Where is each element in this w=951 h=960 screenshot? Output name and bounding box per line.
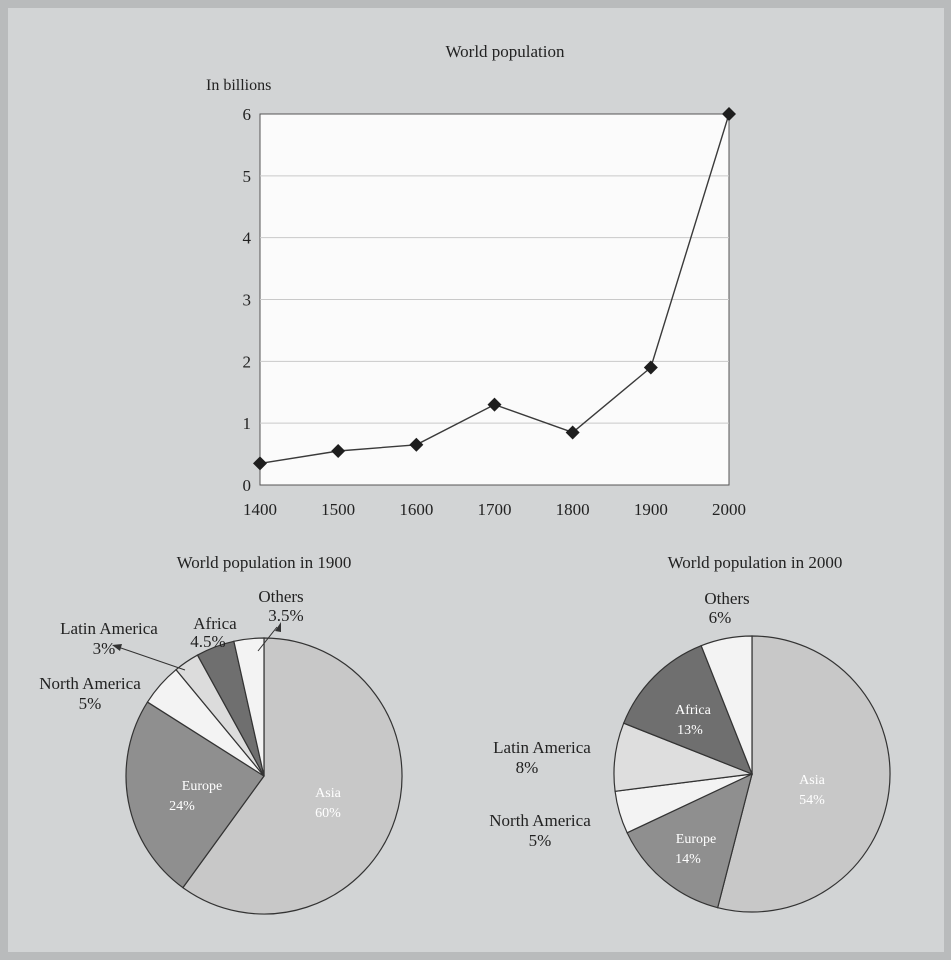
pie-1900-value-others: 3.5% <box>268 606 303 625</box>
pie-1900-leader-others <box>257 626 278 652</box>
pie-1900-slice-asia <box>182 637 403 915</box>
line-chart-title: World population <box>445 42 565 61</box>
pie-1900-value-north-america: 5% <box>79 694 102 713</box>
pie-2000-title: World population in 2000 <box>668 553 843 572</box>
pie-2000-value-others: 6% <box>709 608 732 627</box>
pie-1900-slice-europe <box>125 701 265 889</box>
data-point-1900 <box>643 360 658 375</box>
y-tick-labels: 0 1 2 3 4 5 6 <box>243 105 252 495</box>
pie-1900-value-africa: 4.5% <box>190 632 225 651</box>
pie-1900-leader-latin-america <box>117 646 186 671</box>
y-tick-label: 2 <box>243 352 252 371</box>
data-point-1500 <box>331 443 346 458</box>
pie-1900-slices <box>125 637 403 915</box>
pie-2000-slice-others <box>700 635 753 775</box>
pie-2000-value-asia: 54% <box>799 793 825 808</box>
line-chart: World population In billions 0 1 2 3 4 5 6 140… <box>206 42 746 519</box>
pie-1900-label-africa: Africa <box>193 614 237 633</box>
x-tick-labels: 1400 1500 1600 1700 1800 1900 2000 <box>243 500 746 519</box>
pie-1900-value-latin-america: 3% <box>93 639 116 658</box>
pie-chart-2000: World population in 2000 Asia 54% Africa… <box>489 553 891 913</box>
pie-2000-slices <box>613 635 891 913</box>
data-point-1600 <box>409 437 424 452</box>
pie-1900-arrowhead-latin-america <box>112 644 122 651</box>
pie-chart-1900: World population in 1900 Europe 24% Asia… <box>39 553 403 915</box>
x-tick-label: 1700 <box>478 500 512 519</box>
pie-1900-arrowhead-others <box>275 622 281 632</box>
pie-2000-label-north-america: North America <box>489 811 591 830</box>
pie-2000-label-latin-america: Latin America <box>493 738 591 757</box>
pie-1900-slice-others <box>233 637 265 777</box>
pie-2000-label-africa: Africa <box>675 703 712 718</box>
y-tick-label: 3 <box>243 291 252 310</box>
x-tick-label: 1500 <box>321 500 355 519</box>
pie-2000-slice-asia <box>716 635 891 913</box>
pie-1900-label-europe: Europe <box>182 779 222 794</box>
data-point-1700 <box>487 397 502 412</box>
pie-1900-title: World population in 1900 <box>177 553 352 572</box>
x-tick-label: 1800 <box>556 500 590 519</box>
data-point-1800 <box>565 425 580 440</box>
pie-2000-label-europe: Europe <box>676 832 716 847</box>
pie-1900-value-europe: 24% <box>169 799 195 814</box>
y-tick-label: 5 <box>243 167 252 186</box>
y-tick-label: 6 <box>243 105 252 124</box>
data-point-2000 <box>722 107 736 121</box>
pie-2000-label-others: Others <box>704 589 749 608</box>
pie-2000-label-asia: Asia <box>799 773 825 788</box>
pie-1900-value-asia: 60% <box>315 806 341 821</box>
line-series <box>253 107 736 471</box>
data-point-1400 <box>253 456 267 471</box>
y-tick-label: 0 <box>243 476 252 495</box>
pie-1900-label-asia: Asia <box>315 786 341 801</box>
pie-1900-label-others: Others <box>258 587 303 606</box>
x-tick-label: 2000 <box>712 500 746 519</box>
y-tick-label: 4 <box>243 229 252 248</box>
pie-2000-slice-europe <box>626 772 753 909</box>
x-tick-label: 1400 <box>243 500 277 519</box>
x-tick-label: 1900 <box>634 500 668 519</box>
pie-2000-slice-africa <box>622 644 754 776</box>
pie-2000-value-north-america: 5% <box>529 831 552 850</box>
pie-2000-value-latin-america: 8% <box>516 758 539 777</box>
pie-2000-value-africa: 13% <box>677 723 703 738</box>
pie-2000-value-europe: 14% <box>675 852 701 867</box>
pie-1900-label-latin-america: Latin America <box>60 619 158 638</box>
y-tick-label: 1 <box>243 414 252 433</box>
pie-1900-label-north-america: North America <box>39 674 141 693</box>
x-tick-label: 1600 <box>399 500 433 519</box>
line-chart-y-axis-label: In billions <box>206 77 271 94</box>
